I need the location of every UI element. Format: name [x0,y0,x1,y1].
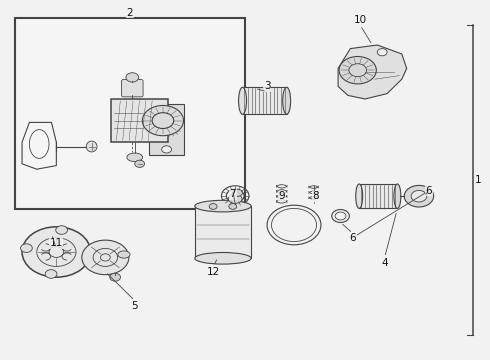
Text: 7: 7 [229,189,236,199]
Circle shape [411,190,427,202]
Bar [149,104,184,155]
Circle shape [21,244,32,252]
Text: 1: 1 [474,175,481,185]
Circle shape [162,106,172,113]
Circle shape [162,146,172,153]
Polygon shape [338,45,407,99]
Text: 6: 6 [425,186,432,196]
Ellipse shape [127,153,143,162]
Circle shape [22,227,91,277]
Ellipse shape [239,87,246,114]
Bar [15,18,245,209]
Text: 3: 3 [264,81,270,91]
Circle shape [229,204,237,210]
Ellipse shape [195,252,251,264]
Text: 6: 6 [349,233,356,243]
Text: 11: 11 [49,238,63,248]
Circle shape [233,189,243,197]
Circle shape [110,273,121,281]
Ellipse shape [228,194,242,203]
Circle shape [135,160,145,167]
Text: 2: 2 [126,8,133,18]
Ellipse shape [118,251,130,258]
FancyBboxPatch shape [122,80,143,97]
Text: 5: 5 [131,301,138,311]
Circle shape [209,204,217,210]
Circle shape [56,226,68,234]
Text: 8: 8 [313,191,319,201]
Circle shape [377,49,387,56]
Bar [111,99,168,142]
Circle shape [45,270,57,278]
Circle shape [142,105,183,136]
Ellipse shape [283,87,291,114]
Text: 10: 10 [354,15,367,25]
Bar [195,206,251,258]
Circle shape [82,240,129,275]
Bar [359,184,397,208]
Ellipse shape [86,141,97,152]
Text: 9: 9 [278,191,285,201]
Ellipse shape [394,184,401,208]
Text: 12: 12 [206,267,220,277]
Circle shape [126,73,139,82]
Text: 4: 4 [381,258,388,268]
Circle shape [404,185,434,207]
Ellipse shape [195,200,251,212]
Ellipse shape [356,184,363,208]
Circle shape [339,57,376,84]
Bar [243,87,287,114]
